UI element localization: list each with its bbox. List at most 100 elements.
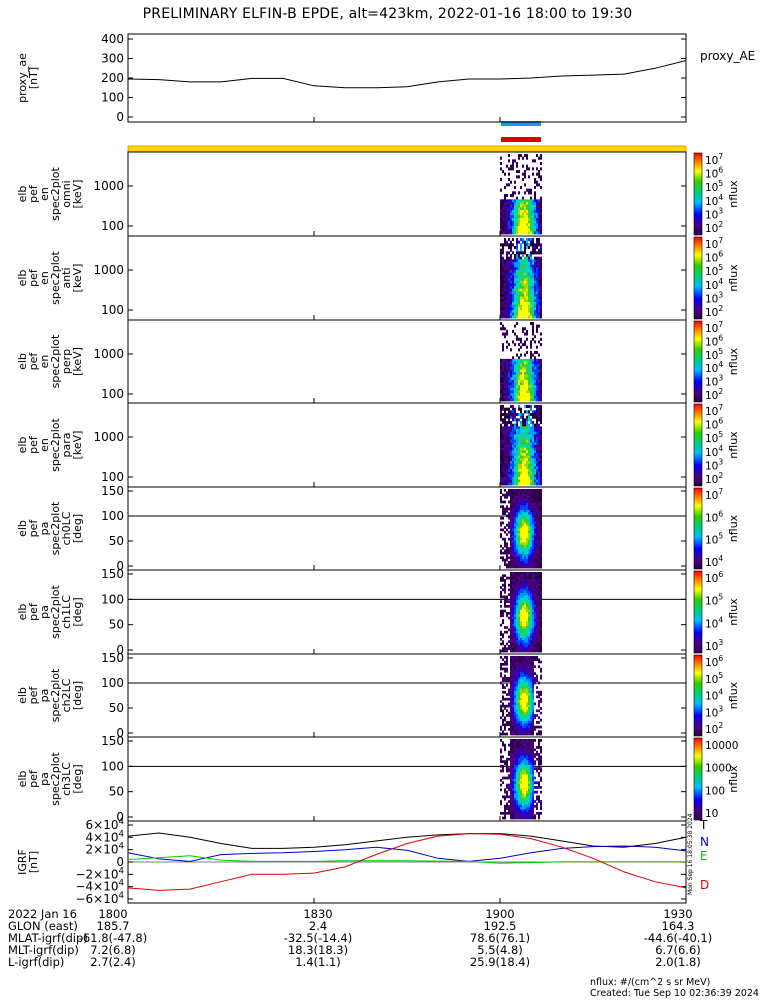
spectrogram-cell xyxy=(518,565,520,569)
spectrogram-cell xyxy=(528,471,530,475)
spectrogram-cell xyxy=(534,767,536,770)
spectrogram-cell xyxy=(506,364,508,368)
spectrogram-cell xyxy=(540,437,542,441)
spectrogram-cell xyxy=(526,223,528,227)
spectrogram-cell xyxy=(516,800,518,803)
spectrogram-cell xyxy=(524,633,526,636)
spectrogram-cell xyxy=(536,811,538,815)
spectrogram-cell xyxy=(512,640,514,643)
spectrogram-cell xyxy=(512,329,514,333)
spectrogram-cell xyxy=(514,270,516,274)
spectrogram-cell xyxy=(524,662,526,666)
spectrogram-cell xyxy=(500,264,502,268)
spectrogram-cell xyxy=(526,658,528,662)
spectrogram-cell xyxy=(530,280,532,284)
series-line-T xyxy=(127,832,687,849)
spectrogram-cell xyxy=(520,413,522,417)
spectrogram-cell xyxy=(524,495,526,499)
spectrogram-cell xyxy=(514,769,516,773)
spectrogram-cell xyxy=(526,361,528,365)
panel-frame xyxy=(127,151,687,237)
spectrogram-cell xyxy=(532,337,534,341)
spectrogram-cell xyxy=(512,544,514,548)
spectrogram-cell xyxy=(538,721,540,724)
spectrogram-cell xyxy=(526,693,528,696)
spectrogram-cell xyxy=(538,565,540,569)
spectrogram-cell xyxy=(520,702,522,706)
spectrogram-cell xyxy=(532,395,534,399)
spectrogram-cell xyxy=(532,607,534,611)
spectrogram-cell xyxy=(506,329,508,333)
panel-frame xyxy=(127,319,687,404)
spectrogram-cell xyxy=(528,623,530,627)
spectrogram-cell xyxy=(518,644,520,648)
spectrogram-cell xyxy=(526,563,528,567)
spectrogram-cell xyxy=(532,649,534,653)
spectrogram-cell xyxy=(532,795,534,799)
spectrogram-cell xyxy=(516,426,518,430)
spectrogram-cell xyxy=(526,421,528,425)
spectrogram-cell xyxy=(520,576,522,580)
spectrogram-cell xyxy=(518,674,520,678)
spectrogram-cell xyxy=(538,272,540,276)
spectrogram-cell xyxy=(524,771,526,775)
spectrogram-cell xyxy=(524,270,526,274)
spectrogram-cell xyxy=(510,732,512,736)
spectrogram-cell xyxy=(526,495,528,499)
spectrogram-cell xyxy=(508,600,510,603)
spectrogram-cell xyxy=(530,343,532,347)
spectrogram-cell xyxy=(512,374,514,378)
spectrogram-cell xyxy=(530,477,532,481)
spectrogram-1 xyxy=(500,154,542,235)
spectrogram-cell xyxy=(538,526,540,529)
spectrogram-cell xyxy=(504,421,506,425)
spectrogram-cell xyxy=(502,537,504,541)
spectrogram-cell xyxy=(530,776,532,780)
spectrogram-cell xyxy=(502,816,504,820)
spectrogram-cell xyxy=(532,604,534,608)
spectrogram-cell xyxy=(512,212,514,216)
spectrogram-cell xyxy=(534,489,536,492)
spectrogram-cell xyxy=(504,270,506,274)
spectrogram-cell xyxy=(536,628,538,632)
spectrogram-cell xyxy=(540,762,542,766)
spectrogram-cell xyxy=(522,343,524,347)
spectrogram-cell xyxy=(510,395,512,399)
spectrogram-cell xyxy=(500,366,502,370)
spectrogram-cell xyxy=(512,228,514,232)
spectrogram-cell xyxy=(532,535,534,539)
spectrogram-cell xyxy=(528,521,530,525)
spectrogram-cell xyxy=(526,753,528,756)
spectrogram-cell xyxy=(516,199,518,203)
spectrogram-cell xyxy=(534,616,536,620)
spectrogram-cell xyxy=(524,621,526,625)
spectrogram-cell xyxy=(508,774,510,778)
spectrogram-cell xyxy=(528,583,530,587)
spectrogram-cell xyxy=(528,291,530,295)
spectrogram-cell xyxy=(502,215,504,219)
spectrogram-cell xyxy=(538,455,540,459)
spectrogram-cell xyxy=(504,602,506,606)
science-zone-marker-red xyxy=(501,137,541,142)
spectrogram-cell xyxy=(518,635,520,639)
spectrogram-cell xyxy=(516,248,518,252)
spectrogram-cell xyxy=(522,771,524,775)
spectrogram-cell xyxy=(518,382,520,386)
spectrogram-cell xyxy=(502,640,504,643)
spectrogram-cell xyxy=(540,434,542,438)
spectrogram-cell xyxy=(536,458,538,462)
spectrogram-cell xyxy=(528,544,530,548)
spectrogram-cell xyxy=(506,565,508,569)
spectrogram-cell xyxy=(512,429,514,433)
spectrogram-cell xyxy=(510,361,512,365)
spectrogram-cell xyxy=(532,597,534,601)
spectrogram-cell xyxy=(504,288,506,292)
spectrogram-cell xyxy=(514,642,516,646)
spectrogram-cell xyxy=(526,716,528,720)
spectrogram-cell xyxy=(530,542,532,546)
spectrogram-cell xyxy=(518,218,520,222)
spectrogram-cell xyxy=(524,207,526,211)
spectrogram-cell xyxy=(538,549,540,553)
spectrogram-cell xyxy=(524,647,526,651)
spectrogram-cell xyxy=(532,714,534,717)
